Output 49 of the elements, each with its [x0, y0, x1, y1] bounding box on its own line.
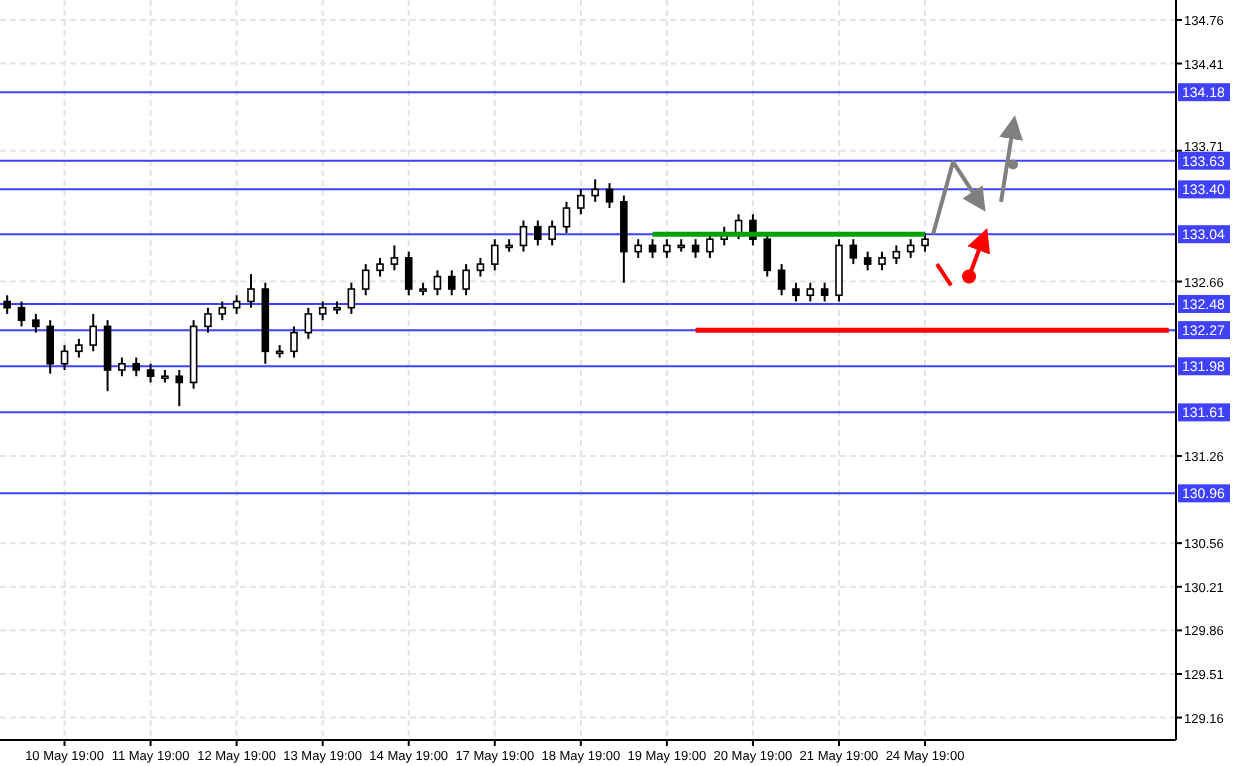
candlestick	[634, 238, 642, 259]
candlestick	[376, 256, 384, 278]
candlestick	[591, 178, 599, 203]
candlestick	[433, 269, 442, 297]
candlestick	[462, 263, 470, 297]
candlestick	[447, 269, 456, 297]
candlestick	[878, 250, 886, 272]
candlestick	[89, 312, 98, 353]
candlestick	[75, 337, 83, 359]
candlestick	[562, 200, 571, 234]
candlestick	[820, 281, 829, 303]
candlestick	[132, 356, 141, 378]
candlestick	[921, 231, 929, 253]
candlestick	[318, 300, 327, 322]
candlestick	[763, 231, 772, 278]
candlestick	[175, 369, 184, 408]
candlestick	[476, 256, 485, 278]
candlestick	[218, 300, 227, 322]
candlestick	[46, 319, 54, 375]
candlestick	[404, 250, 413, 297]
candlestick	[519, 219, 528, 253]
candlestick	[863, 250, 872, 272]
candlestick	[247, 273, 255, 309]
candlestick	[534, 219, 542, 247]
candlestick	[3, 294, 11, 315]
candlestick	[146, 362, 155, 384]
candlestick	[390, 244, 399, 272]
candlestick	[777, 263, 786, 297]
candlestick	[118, 356, 126, 378]
candlestick	[304, 306, 313, 340]
candlestick	[849, 238, 858, 266]
candlestick	[892, 244, 901, 266]
candlestick	[232, 294, 241, 315]
candlestick	[361, 263, 370, 297]
candlestick	[577, 188, 585, 216]
candlestick	[347, 281, 356, 315]
candlestick	[706, 231, 714, 259]
candlestick	[490, 238, 499, 272]
candlestick	[290, 325, 298, 359]
candlestick	[32, 312, 40, 334]
candlestick	[548, 219, 556, 247]
candlestick	[663, 238, 671, 259]
candlestick	[60, 344, 69, 371]
candlestick	[103, 319, 112, 393]
candlestick	[792, 281, 800, 303]
candlestick	[806, 281, 815, 303]
candlestick	[605, 182, 614, 210]
candlestick	[204, 306, 212, 334]
candlestick	[17, 300, 26, 328]
